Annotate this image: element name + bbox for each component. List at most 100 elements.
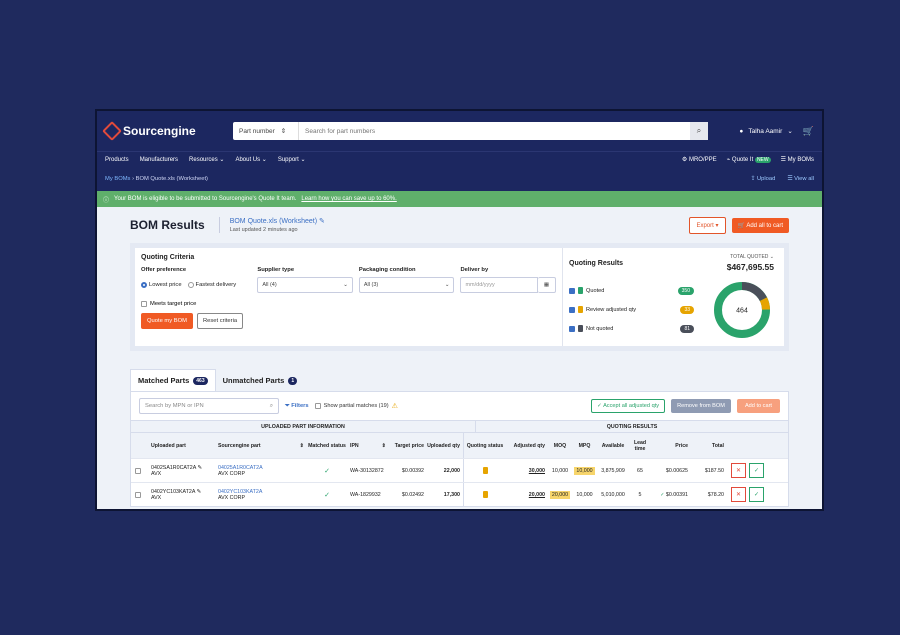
matched-status: ✓ — [308, 483, 346, 506]
nav-products[interactable]: Products — [105, 156, 129, 163]
col-price: Price — [675, 442, 688, 449]
uploaded-part: 0402YC103KAT2A — [151, 488, 196, 495]
adjusted-qty[interactable]: 30,000 — [528, 467, 545, 474]
search-button[interactable]: ⌕ — [690, 122, 708, 140]
moq-cell: 20,000 — [548, 483, 572, 506]
reject-button[interactable]: ✕ — [731, 487, 746, 502]
table-section-headers: UPLOADED PART INFORMATION QUOTING RESULT… — [131, 420, 788, 432]
remove-from-bom-button[interactable]: Remove from BOM — [671, 399, 731, 413]
pencil-icon[interactable]: ✎ — [319, 218, 325, 225]
add-to-cart-button[interactable]: Add to cart — [736, 399, 780, 413]
supplier-select[interactable]: All (4) ⌄ — [257, 277, 353, 293]
sourcengine-part-link[interactable]: 04025A1R0CAT2A — [218, 464, 263, 471]
checkbox-icon — [135, 491, 141, 498]
mpq: 10,000 — [574, 466, 595, 475]
user-name: Talha Aamir — [748, 127, 783, 135]
available: 3,875,909 — [601, 467, 625, 474]
total-quoted-label[interactable]: TOTAL QUOTED ⌄ — [730, 254, 774, 260]
tab-matched-label: Matched Parts — [138, 376, 190, 385]
packaging-condition: Packaging condition All (3) ⌄ — [358, 267, 455, 293]
add-all-to-cart-button[interactable]: 🛒 Add all to cart — [731, 217, 789, 233]
radio-fastest-delivery[interactable]: Fastest delivery — [187, 282, 236, 288]
user-icon: ● — [739, 127, 744, 135]
checkbox-checked-icon[interactable] — [569, 306, 575, 313]
filters-button[interactable]: ⏷ Filters — [285, 402, 309, 409]
search-type-select[interactable]: Part number ⇕ — [233, 122, 299, 140]
adjusted-qty[interactable]: 20,000 — [528, 491, 545, 498]
checkbox-icon — [141, 301, 147, 307]
col-ipn-label: IPN — [350, 442, 359, 449]
meets-target-checkbox[interactable]: Meets target price — [141, 301, 556, 307]
info-icon: ⓘ — [103, 197, 110, 204]
tab-matched-parts[interactable]: Matched Parts 463 — [130, 369, 216, 391]
sort-icon: ⇕ — [381, 442, 386, 449]
breadcrumb-root[interactable]: My BOMs — [105, 176, 131, 182]
eligibility-banner: ⓘ Your BOM is eligible to be submitted t… — [97, 191, 822, 207]
partial-matches-checkbox[interactable]: Show partial matches (19) ⚠ — [314, 402, 398, 410]
nav-resources[interactable]: Resources ⌄ — [189, 157, 225, 163]
calendar-button[interactable]: ▦ — [538, 277, 557, 293]
checkbox-checked-icon[interactable] — [569, 287, 575, 294]
tab-unmatched-parts[interactable]: Unmatched Parts 1 — [216, 370, 304, 391]
clipboard-icon — [482, 467, 488, 474]
lowest-price-label: Lowest price — [149, 282, 182, 288]
search-icon: ⌕ — [269, 402, 273, 409]
view-all-link[interactable]: ☰ View all — [787, 176, 814, 182]
packaging-select[interactable]: All (3) ⌄ — [358, 277, 455, 293]
cart-icon[interactable]: 🛒 — [802, 125, 814, 136]
banner-link[interactable]: Learn how you can save up to 60%. — [301, 196, 397, 202]
export-button[interactable]: Export ▾ — [689, 216, 726, 234]
nav-quote-it[interactable]: ⌁ Quote It NEW — [726, 157, 771, 163]
deliver-label: Deliver by — [460, 267, 489, 273]
col-adjusted-qty: Adjusted qty — [513, 442, 545, 449]
logo[interactable]: Sourcengine — [102, 121, 223, 141]
lead-time: 65 — [637, 467, 643, 474]
file-name-label: BOM Quote.xls (Worksheet) — [229, 218, 318, 225]
uploaded-part-line[interactable]: 0402YC103KAT2A ✎ — [151, 489, 201, 495]
row-checkbox[interactable] — [131, 483, 145, 506]
uploaded-qty: 17,300 — [427, 483, 464, 506]
mpn-search-placeholder: Search by MPN or IPN — [145, 403, 204, 409]
ipn: WA-1829932 — [350, 491, 381, 498]
upload-link[interactable]: ⇪ Upload — [750, 176, 776, 182]
nav-about[interactable]: About Us ⌄ — [235, 157, 267, 163]
nav-manufacturers[interactable]: Manufacturers — [139, 156, 179, 163]
clipboard-icon — [578, 325, 583, 332]
deliver-date-input[interactable]: mm/dd/yyyy — [460, 277, 539, 293]
sourcengine-part-link[interactable]: 0402YC103KAT2A — [218, 488, 263, 495]
radio-lowest-price[interactable]: Lowest price — [141, 282, 182, 288]
col-matched-status: Matched status — [308, 442, 346, 449]
result-review: Review adjusted qty 33 — [569, 300, 694, 319]
col-ipn[interactable]: IPN ⇕ — [346, 433, 390, 458]
accept-button[interactable]: ✓ — [749, 463, 764, 478]
col-sourcengine-part[interactable]: Sourcengine part ⇕ — [214, 433, 308, 458]
checkbox-checked-icon[interactable] — [569, 325, 575, 332]
nav-mro[interactable]: ⚙ MRO/PPE — [681, 157, 717, 163]
uploaded-part-line[interactable]: 0402SA1R0CAT2A ✎ — [151, 465, 202, 471]
file-name[interactable]: BOM Quote.xls (Worksheet) ✎ — [230, 217, 325, 225]
uploaded-part-cell: 0402SA1R0CAT2A ✎ AVX — [145, 459, 214, 482]
sourcengine-part-cell: 0402YC103KAT2A AVX CORP — [214, 483, 308, 506]
pencil-icon: ✎ — [197, 464, 202, 471]
uploaded-qty: 22,000 — [427, 459, 464, 482]
nav-support[interactable]: Support ⌄ — [277, 157, 306, 163]
breadcrumb-current: BOM Quote.xls (Worksheet) — [135, 176, 208, 182]
quote-my-bom-button[interactable]: Quote my BOM — [141, 313, 193, 329]
mpn-search-input[interactable]: Search by MPN or IPN ⌕ — [139, 398, 279, 414]
reset-criteria-button[interactable]: Reset criteria — [196, 313, 244, 329]
header-spacer — [131, 433, 145, 458]
select-arrows-icon: ⇕ — [280, 128, 287, 135]
col-lead-time: Lead time — [633, 439, 647, 452]
row-checkbox[interactable] — [131, 459, 145, 482]
accept-adjusted-qty-button[interactable]: ✓ Accept all adjusted qty — [591, 399, 666, 413]
nav-resources-label: Resources — [189, 157, 218, 163]
search-icon: ⌕ — [696, 126, 702, 135]
nav-my-boms[interactable]: ☰ My BOMs — [780, 157, 814, 163]
search-input[interactable] — [299, 127, 690, 135]
reject-button[interactable]: ✕ — [731, 463, 746, 478]
brand-name: Sourcengine — [123, 124, 196, 138]
clipboard-icon — [578, 306, 583, 313]
accept-button[interactable]: ✓ — [749, 487, 764, 502]
user-menu[interactable]: ● Talha Aamir ⌄ — [739, 127, 792, 136]
price: $0.00391 — [665, 491, 688, 498]
